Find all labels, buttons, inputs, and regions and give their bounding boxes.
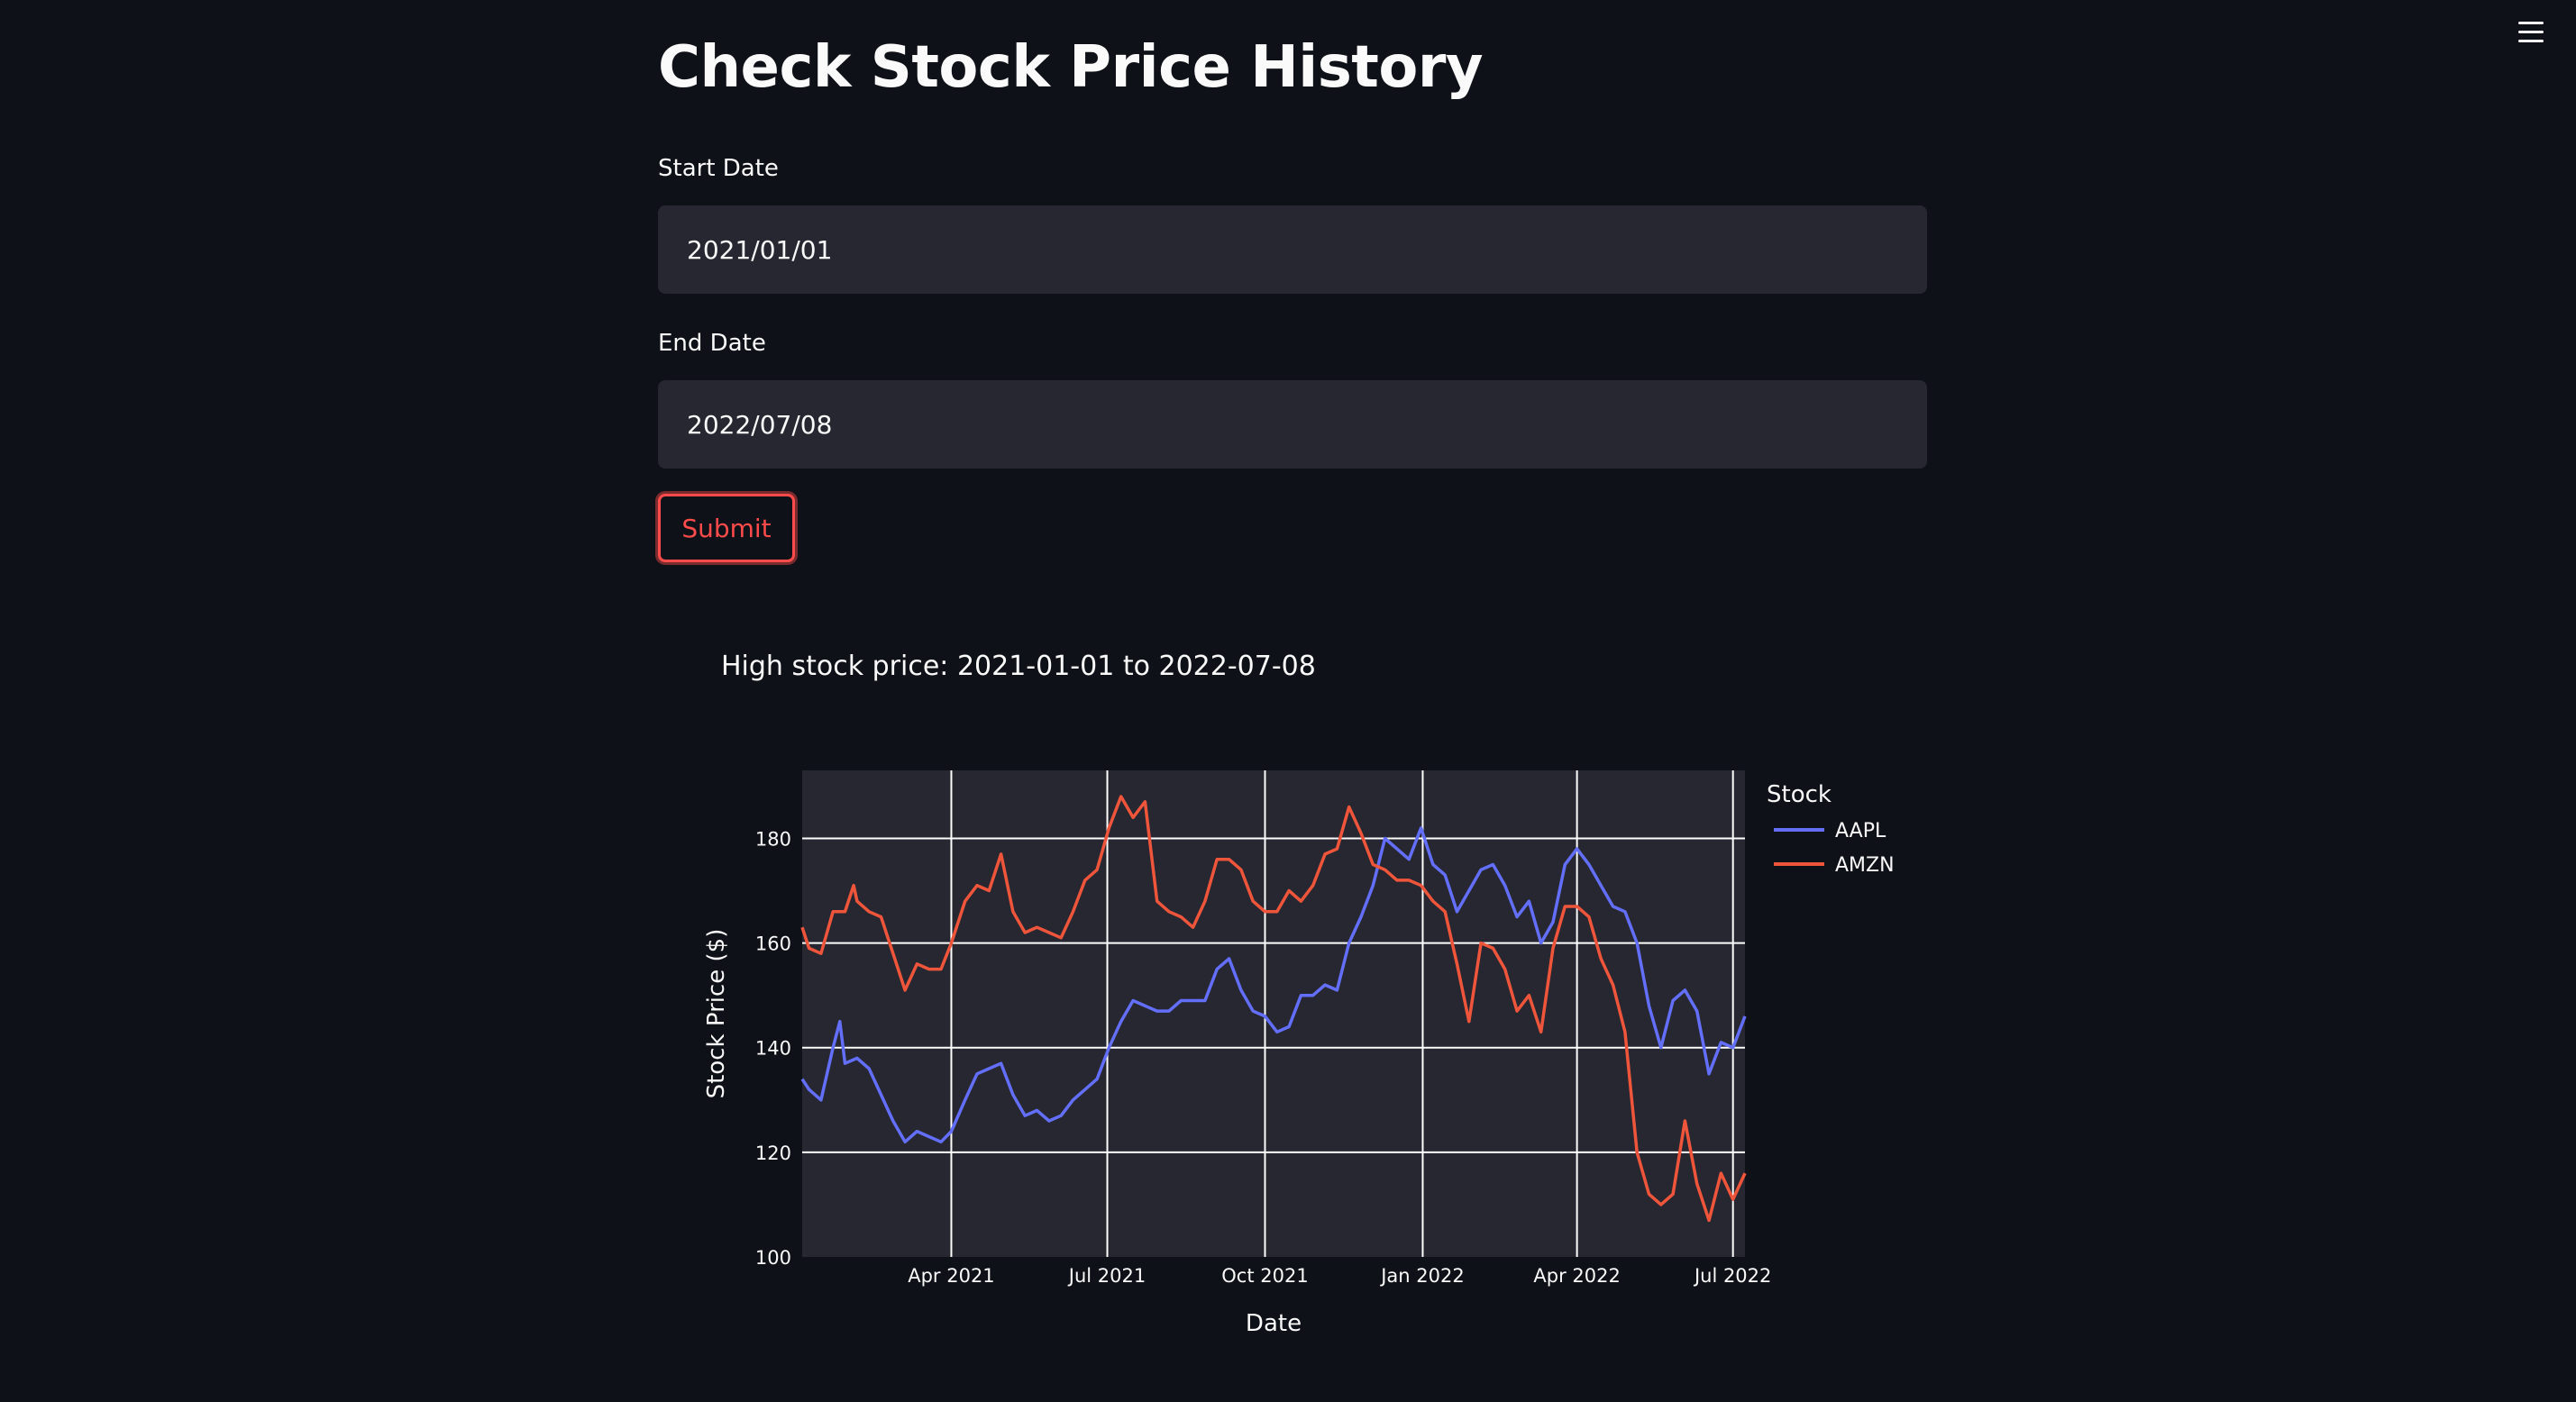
series-line-amzn <box>800 795 1747 1223</box>
hamburger-menu-icon[interactable] <box>2511 16 2551 49</box>
y-gridlines <box>802 837 1745 1153</box>
y-tick-label: 100 <box>755 1247 791 1269</box>
y-tick-labels: 100 120 140 160 180 <box>755 828 791 1269</box>
series-lines <box>800 795 1747 1223</box>
legend-label-aapl: AAPL <box>1835 820 1886 842</box>
plot-area <box>802 770 1745 1257</box>
end-date-label: End Date <box>658 330 766 357</box>
legend: Stock AAPL AMZN <box>1767 781 1895 877</box>
y-axis-label: Stock Price ($) <box>703 929 730 1099</box>
y-tick-label: 180 <box>755 828 791 850</box>
x-tick-label: Oct 2021 <box>1221 1265 1308 1287</box>
stock-price-chart: 100 120 140 160 180 Apr 2021 Jul 2021 Oct 2021… <box>703 770 1895 1337</box>
page-title: Check Stock Price History <box>658 34 1484 101</box>
y-tick-label: 140 <box>755 1038 791 1060</box>
x-tick-label: Jan 2022 <box>1379 1265 1465 1287</box>
x-tick-labels: Apr 2021 Jul 2021 Oct 2021 Jan 2022 Apr 2022… <box>908 1265 1771 1287</box>
x-tick-label: Apr 2022 <box>1533 1265 1620 1287</box>
start-date-input[interactable] <box>658 205 1927 294</box>
y-tick-label: 160 <box>755 933 791 955</box>
legend-label-amzn: AMZN <box>1835 854 1895 877</box>
submit-button[interactable]: Submit <box>658 494 795 562</box>
x-tick-label: Jul 2022 <box>1693 1265 1771 1287</box>
x-axis-label: Date <box>1246 1310 1302 1337</box>
end-date-input[interactable] <box>658 380 1927 469</box>
start-date-label: Start Date <box>658 155 779 182</box>
legend-title: Stock <box>1767 781 1832 808</box>
x-tick-label: Apr 2021 <box>908 1265 994 1287</box>
series-line-aapl <box>800 826 1747 1144</box>
y-tick-label: 120 <box>755 1143 791 1164</box>
chart-title: High stock price: 2021-01-01 to 2022-07-… <box>721 651 1316 682</box>
x-tick-label: Jul 2021 <box>1067 1265 1146 1287</box>
